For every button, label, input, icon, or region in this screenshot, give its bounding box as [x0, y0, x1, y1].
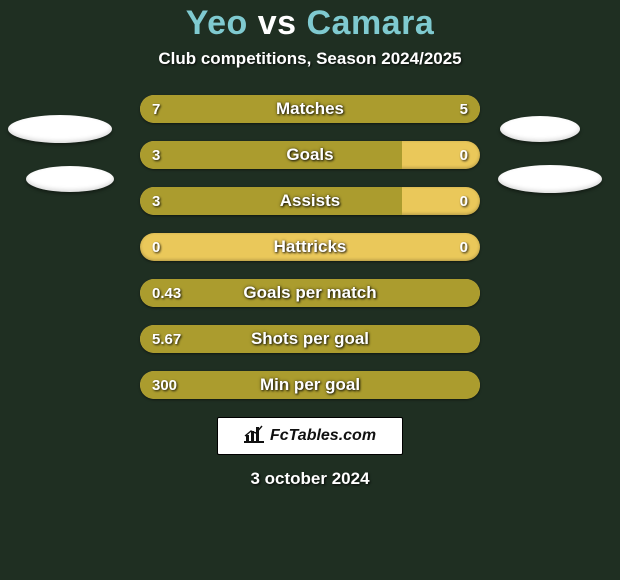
decorative-oval	[500, 116, 580, 142]
bar-label: Min per goal	[140, 371, 480, 399]
title-player1: Yeo	[186, 4, 248, 42]
comparison-infographic: Yeo vs Camara Club competitions, Season …	[0, 0, 620, 580]
stat-bar: 300Min per goal	[140, 371, 480, 399]
brand-badge: FcTables.com	[217, 417, 403, 455]
decorative-oval	[8, 115, 112, 143]
page-title: Yeo vs Camara	[0, 4, 620, 43]
stat-bar: 30Assists	[140, 187, 480, 215]
brand-text: FcTables.com	[270, 427, 376, 445]
chart-icon	[244, 425, 264, 448]
title-player2: Camara	[306, 4, 434, 42]
footer-date: 3 october 2024	[0, 469, 620, 489]
bar-label: Goals	[140, 141, 480, 169]
stat-bar: 0.43Goals per match	[140, 279, 480, 307]
stat-bar: 75Matches	[140, 95, 480, 123]
title-vs: vs	[258, 4, 297, 42]
subtitle: Club competitions, Season 2024/2025	[0, 49, 620, 69]
stat-bar: 5.67Shots per goal	[140, 325, 480, 353]
bar-label: Goals per match	[140, 279, 480, 307]
stat-bar: 30Goals	[140, 141, 480, 169]
bar-label: Assists	[140, 187, 480, 215]
bar-label: Matches	[140, 95, 480, 123]
bar-label: Hattricks	[140, 233, 480, 261]
decorative-oval	[26, 166, 114, 192]
stat-bar: 00Hattricks	[140, 233, 480, 261]
bar-label: Shots per goal	[140, 325, 480, 353]
decorative-oval	[498, 165, 602, 193]
stat-bars: 75Matches 30Goals 30Assists 00Hattricks 0.43…	[140, 95, 480, 399]
content-area: 75Matches 30Goals 30Assists 00Hattricks 0.43…	[0, 95, 620, 489]
